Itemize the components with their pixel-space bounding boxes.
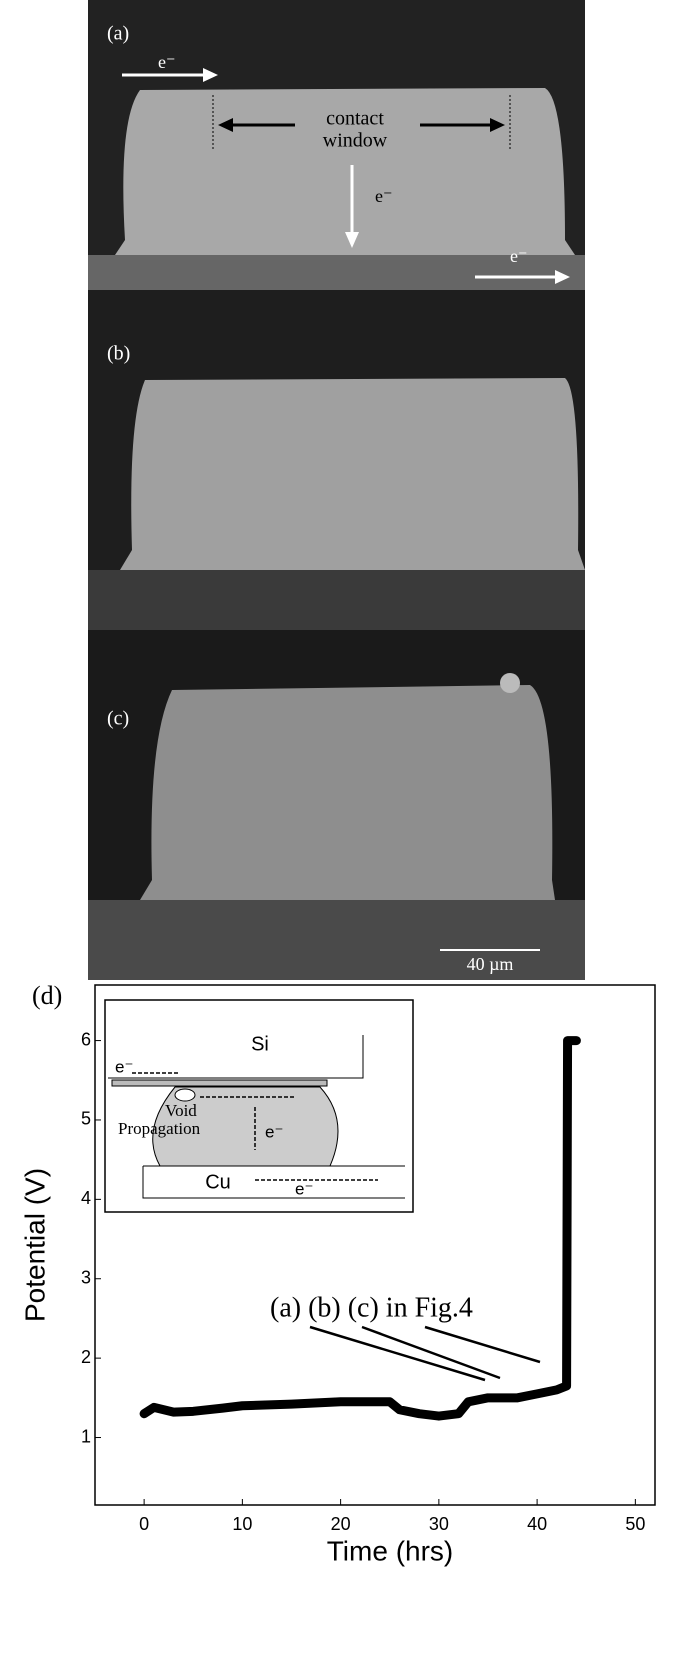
panel-label: (d)	[32, 981, 62, 1010]
solder-bump	[140, 685, 555, 900]
panel-label: (c)	[107, 708, 129, 730]
annotation: (a) (b) (c) in Fig.4	[270, 1292, 473, 1323]
y-tick-label: 4	[81, 1188, 91, 1208]
substrate	[88, 570, 585, 630]
x-tick-label: 40	[527, 1514, 547, 1534]
inset-label: Cu	[205, 1171, 231, 1193]
y-tick-label: 6	[81, 1029, 91, 1049]
y-tick-label: 5	[81, 1109, 91, 1129]
y-axis-label: Potential (V)	[19, 1168, 50, 1322]
annotation: window	[323, 130, 388, 152]
panel-label: (a)	[107, 23, 129, 45]
x-tick-label: 50	[625, 1514, 645, 1534]
particle	[500, 673, 520, 693]
x-tick-label: 0	[139, 1514, 149, 1534]
x-tick-label: 20	[331, 1514, 351, 1534]
electron-label: e⁻	[510, 246, 528, 266]
x-axis-label: Time (hrs)	[327, 1535, 454, 1566]
y-tick-label: 2	[81, 1347, 91, 1367]
figure: (a) e⁻ contact window e⁻ e⁻ (b) (c) 40 µ…	[0, 0, 696, 1664]
annotation: contact	[326, 108, 384, 130]
inset-label: e⁻	[295, 1179, 313, 1198]
x-tick-label: 30	[429, 1514, 449, 1534]
inset-label: Propagation	[118, 1119, 201, 1138]
page: {"figure_panels": [ {"label": "(a)", "te…	[0, 0, 696, 1664]
void	[175, 1089, 195, 1101]
scale-bar-label: 40 µm	[467, 954, 514, 974]
solder-bump	[120, 378, 585, 570]
y-tick-label: 3	[81, 1267, 91, 1287]
y-tick-label: 1	[81, 1426, 91, 1446]
electron-label: e⁻	[158, 52, 176, 72]
inset-label: Si	[251, 1033, 269, 1055]
pad	[112, 1080, 327, 1086]
electron-label: e⁻	[375, 186, 393, 206]
chart: (d) Potential (V) Time (hrs) (a) (b) (c)…	[19, 981, 655, 1566]
inset-label: e⁻	[115, 1057, 133, 1076]
inset-label: Void	[165, 1101, 197, 1120]
panel-label: (b)	[107, 343, 130, 365]
x-tick-label: 10	[232, 1514, 252, 1534]
inset-label: e⁻	[265, 1122, 283, 1141]
